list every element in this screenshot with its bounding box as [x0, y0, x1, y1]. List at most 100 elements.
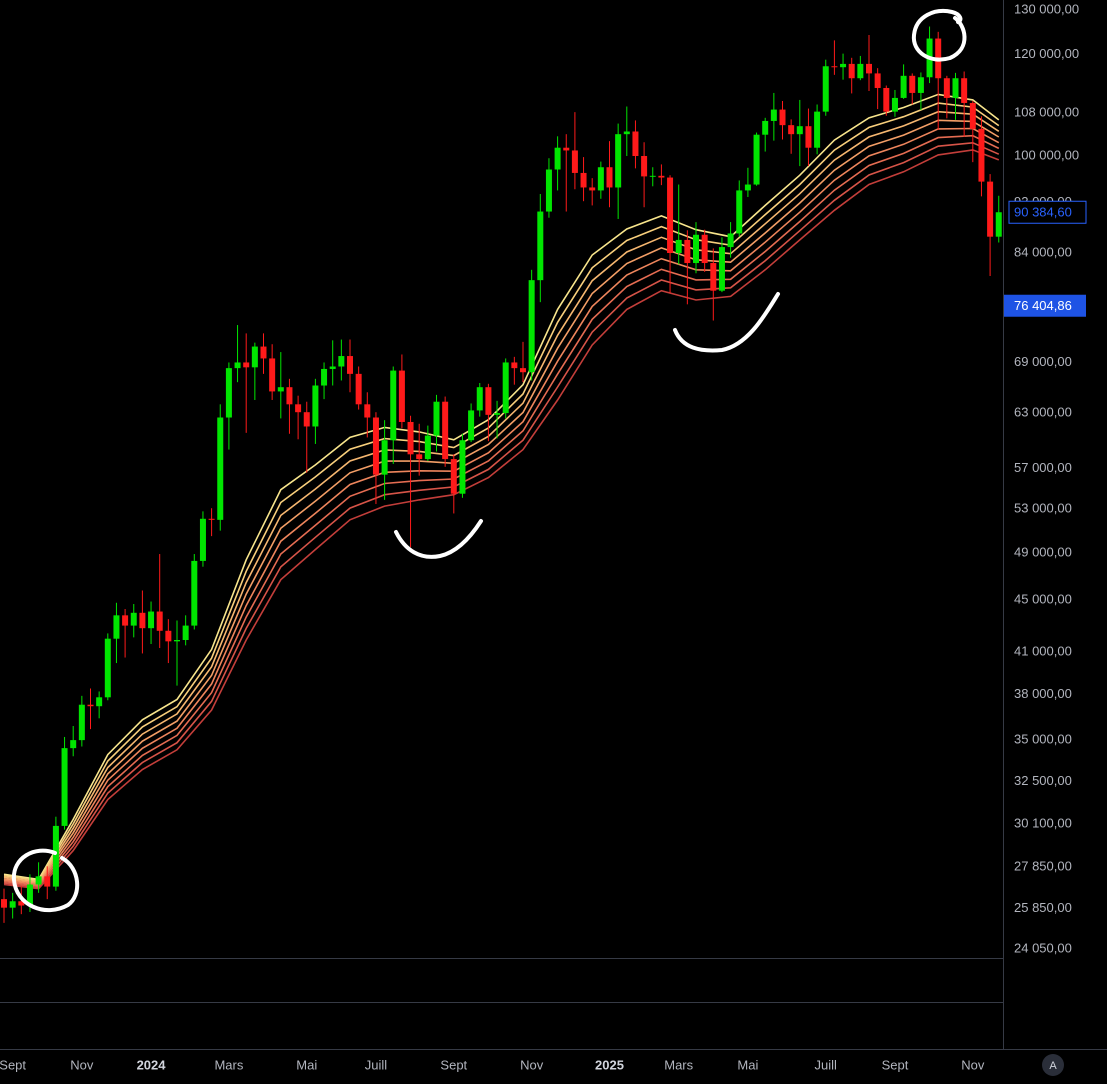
candle-body	[779, 109, 786, 126]
candle-body	[130, 612, 137, 626]
price-label: 90 384,60	[1014, 205, 1072, 220]
y-tick-label: 100 000,00	[1014, 147, 1079, 162]
candle-body	[563, 147, 570, 151]
x-tick-label: Sept	[440, 1057, 467, 1072]
auto-scale-button[interactable]: A	[1042, 1054, 1064, 1076]
ribbon-line	[3, 134, 1000, 887]
y-tick-label: 130 000,00	[1014, 1, 1079, 16]
candle-body	[381, 440, 388, 475]
candle-body	[675, 239, 682, 254]
candle-body	[866, 63, 872, 74]
candle-body	[744, 184, 751, 191]
candle-body	[44, 876, 51, 887]
candle-body	[407, 421, 414, 455]
x-tick-label: 2024	[137, 1057, 167, 1072]
price-axis: 130 000,00 120 000,00 108 000,00 100 000,00…	[1004, 1, 1087, 955]
x-tick-label: Sept	[0, 1057, 26, 1072]
candle-body	[693, 234, 699, 264]
candle-body	[286, 387, 293, 405]
candle-body	[917, 77, 924, 93]
candle-body	[502, 362, 509, 414]
candle-body	[943, 78, 950, 98]
candle-body	[874, 73, 881, 88]
candle-body	[191, 560, 198, 626]
x-tick-label: Nov	[70, 1057, 94, 1072]
candle-body	[442, 401, 449, 460]
candle-body	[961, 78, 968, 103]
y-tick-label: 35 000,00	[1014, 732, 1072, 747]
candle-body	[174, 640, 180, 642]
candle-body	[260, 346, 267, 359]
candle-body	[9, 901, 16, 908]
candle-body	[805, 126, 812, 148]
candle-body	[295, 404, 302, 413]
candle-body	[952, 78, 959, 98]
y-tick-label: 49 000,00	[1014, 544, 1072, 559]
candle-body	[978, 128, 985, 182]
y-tick-label: 84 000,00	[1014, 244, 1072, 259]
candle-body	[520, 368, 526, 373]
y-tick-label: 38 000,00	[1014, 686, 1072, 701]
candle-body	[251, 346, 258, 368]
candle-body	[459, 440, 466, 494]
candle-body	[615, 134, 622, 188]
y-tick-label: 69 000,00	[1014, 354, 1072, 369]
ribbon-line	[3, 127, 1000, 886]
candle-body	[987, 181, 994, 237]
candle-body	[883, 87, 890, 112]
candle-body	[857, 63, 864, 79]
auto-scale-label[interactable]: A	[1049, 1060, 1057, 1072]
candle-body	[148, 611, 155, 629]
price-label-box	[1004, 294, 1086, 317]
auto-scale-button-bg[interactable]	[1042, 1054, 1064, 1076]
ribbon-line	[3, 141, 1000, 889]
candle-body	[900, 75, 907, 98]
y-tick-label: 108 000,00	[1014, 105, 1079, 120]
y-tick-label: 45 000,00	[1014, 592, 1072, 607]
candle-body	[312, 385, 319, 427]
x-tick-label: Sept	[882, 1057, 909, 1072]
candle-body	[225, 368, 232, 418]
y-tick-label: 32 500,00	[1014, 773, 1072, 788]
y-tick-label: 120 000,00	[1014, 46, 1079, 61]
candle-body	[891, 97, 898, 112]
x-tick-label: Nov	[520, 1057, 544, 1072]
candle-body	[199, 518, 206, 561]
candle-body	[269, 358, 276, 392]
annotation-circle	[11, 848, 80, 913]
y-tick-label: 53 000,00	[1014, 501, 1072, 516]
candle-body	[96, 697, 103, 707]
candle-body	[969, 102, 976, 129]
candle-body	[580, 172, 587, 188]
candle-body	[398, 370, 405, 422]
candle-body	[770, 109, 777, 121]
x-tick-label: Mars	[664, 1057, 693, 1072]
candle-body	[710, 263, 717, 291]
y-tick-label: 63 000,00	[1014, 405, 1072, 420]
candle-body	[122, 615, 129, 626]
price-label-box	[1008, 200, 1087, 224]
candle-body	[995, 212, 1002, 237]
candle-body	[243, 362, 250, 368]
candle-body	[26, 884, 33, 906]
candle-body	[840, 63, 847, 68]
candle-body	[589, 187, 596, 191]
candle-body	[468, 410, 475, 441]
candle-body	[347, 356, 353, 374]
candle-body	[822, 66, 829, 112]
candle-body	[104, 638, 111, 698]
candle-body	[494, 413, 501, 415]
candle-body	[641, 155, 648, 177]
candle-body	[277, 387, 284, 392]
annotation-curve	[394, 519, 483, 559]
candle-body	[701, 234, 708, 264]
y-tick-label: 41 000,00	[1014, 644, 1072, 659]
candle-body	[606, 167, 613, 188]
candle-body	[329, 366, 336, 369]
candle-body	[372, 417, 379, 475]
candle-body	[658, 175, 665, 178]
y-tick-label: 25 850,00	[1014, 900, 1072, 915]
